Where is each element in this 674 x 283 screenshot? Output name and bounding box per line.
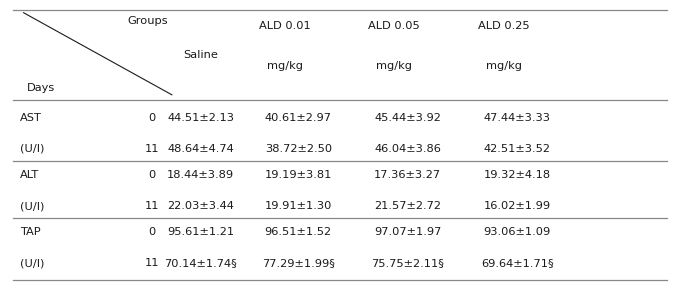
Text: 46.04±3.86: 46.04±3.86	[374, 144, 441, 154]
Text: 11: 11	[144, 144, 159, 154]
Text: 21.57±2.72: 21.57±2.72	[374, 201, 441, 211]
Text: 18.44±3.89: 18.44±3.89	[167, 170, 234, 181]
Text: 19.32±4.18: 19.32±4.18	[484, 170, 551, 181]
Text: mg/kg: mg/kg	[486, 61, 522, 71]
Text: ALD 0.25: ALD 0.25	[478, 21, 530, 31]
Text: 70.14±1.74§: 70.14±1.74§	[164, 258, 237, 268]
Text: 96.51±1.52: 96.51±1.52	[265, 228, 332, 237]
Text: mg/kg: mg/kg	[376, 61, 412, 71]
Text: 16.02±1.99: 16.02±1.99	[484, 201, 551, 211]
Text: TAP: TAP	[20, 228, 41, 237]
Text: Groups: Groups	[128, 16, 168, 25]
Text: 97.07±1.97: 97.07±1.97	[374, 228, 441, 237]
Text: Days: Days	[27, 83, 55, 93]
Text: 75.75±2.11§: 75.75±2.11§	[371, 258, 444, 268]
Text: 22.03±3.44: 22.03±3.44	[167, 201, 234, 211]
Text: ALT: ALT	[20, 170, 40, 181]
Text: 19.19±3.81: 19.19±3.81	[265, 170, 332, 181]
Text: AST: AST	[20, 113, 42, 123]
Text: 93.06±1.09: 93.06±1.09	[484, 228, 551, 237]
Text: 47.44±3.33: 47.44±3.33	[484, 113, 551, 123]
Text: 0: 0	[148, 228, 155, 237]
Text: 11: 11	[144, 201, 159, 211]
Text: 77.29±1.99§: 77.29±1.99§	[262, 258, 335, 268]
Text: 40.61±2.97: 40.61±2.97	[265, 113, 332, 123]
Text: 48.64±4.74: 48.64±4.74	[167, 144, 234, 154]
Text: 19.91±1.30: 19.91±1.30	[265, 201, 332, 211]
Text: 17.36±3.27: 17.36±3.27	[374, 170, 441, 181]
Text: 38.72±2.50: 38.72±2.50	[265, 144, 332, 154]
Text: 69.64±1.71§: 69.64±1.71§	[481, 258, 553, 268]
Text: (U/l): (U/l)	[20, 201, 44, 211]
Text: ALD 0.05: ALD 0.05	[369, 21, 420, 31]
Text: 44.51±2.13: 44.51±2.13	[167, 113, 234, 123]
Text: Saline: Saline	[183, 50, 218, 60]
Text: mg/kg: mg/kg	[267, 61, 303, 71]
Text: (U/l): (U/l)	[20, 258, 44, 268]
Text: 0: 0	[148, 170, 155, 181]
Text: 45.44±3.92: 45.44±3.92	[374, 113, 441, 123]
Text: ALD 0.01: ALD 0.01	[259, 21, 311, 31]
Text: 95.61±1.21: 95.61±1.21	[167, 228, 234, 237]
Text: 42.51±3.52: 42.51±3.52	[484, 144, 551, 154]
Text: 0: 0	[148, 113, 155, 123]
Text: 11: 11	[144, 258, 159, 268]
Text: (U/l): (U/l)	[20, 144, 44, 154]
